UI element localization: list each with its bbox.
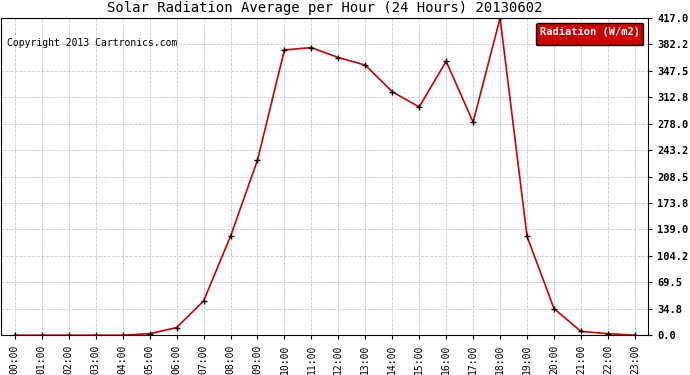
Text: Copyright 2013 Cartronics.com: Copyright 2013 Cartronics.com (7, 38, 177, 48)
Title: Solar Radiation Average per Hour (24 Hours) 20130602: Solar Radiation Average per Hour (24 Hou… (107, 2, 542, 15)
Legend:  (535, 23, 644, 45)
